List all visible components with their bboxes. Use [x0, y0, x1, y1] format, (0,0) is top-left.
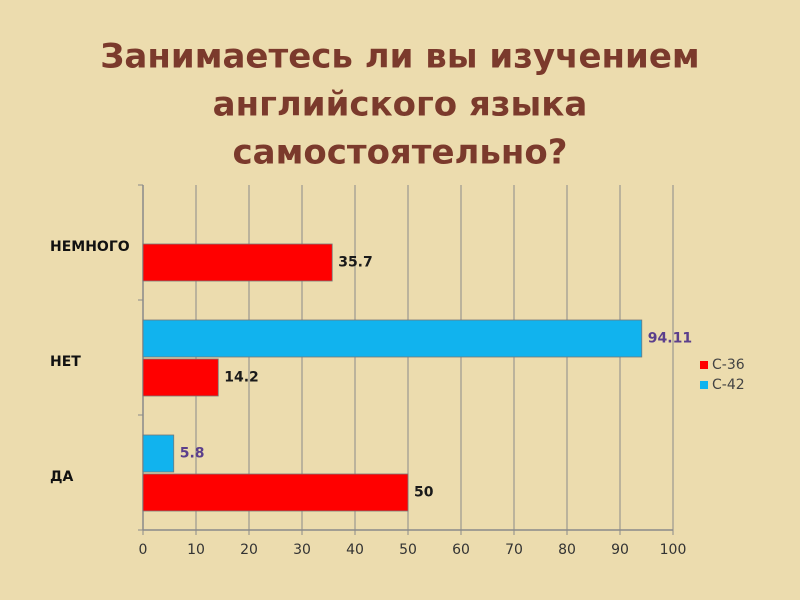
bar — [142, 473, 409, 512]
data-label: 94.11 — [648, 331, 692, 347]
legend-swatch — [700, 361, 708, 369]
x-tick-label: 80 — [558, 542, 576, 558]
bar — [142, 243, 333, 282]
data-label: 14.2 — [224, 370, 259, 386]
x-tick-label: 10 — [187, 542, 205, 558]
bar — [142, 319, 643, 358]
bar — [142, 358, 219, 397]
y-tick-label: ДА — [50, 469, 73, 485]
x-tick-label: 30 — [293, 542, 311, 558]
x-tick-label: 100 — [660, 542, 687, 558]
data-label: 35.7 — [338, 255, 373, 271]
chart-title: английского языка — [213, 85, 588, 125]
x-tick-label: 70 — [505, 542, 523, 558]
data-label: 50 — [414, 485, 434, 501]
bar — [142, 434, 175, 473]
x-tick-label: 40 — [346, 542, 364, 558]
x-tick-label: 60 — [452, 542, 470, 558]
x-tick-label: 90 — [611, 542, 629, 558]
y-tick-label: НЕТ — [50, 354, 81, 370]
chart-title: самостоятельно? — [232, 133, 567, 173]
x-tick-label: 0 — [139, 542, 148, 558]
x-tick-label: 50 — [399, 542, 417, 558]
legend-label: С-42 — [712, 377, 745, 393]
y-tick-label: НЕМНОГО — [50, 239, 130, 255]
legend-label: С-36 — [712, 357, 745, 373]
legend-swatch — [700, 381, 708, 389]
x-tick-label: 20 — [240, 542, 258, 558]
data-label: 5.8 — [180, 446, 205, 462]
chart-title: Занимаетесь ли вы изучением — [100, 37, 699, 77]
